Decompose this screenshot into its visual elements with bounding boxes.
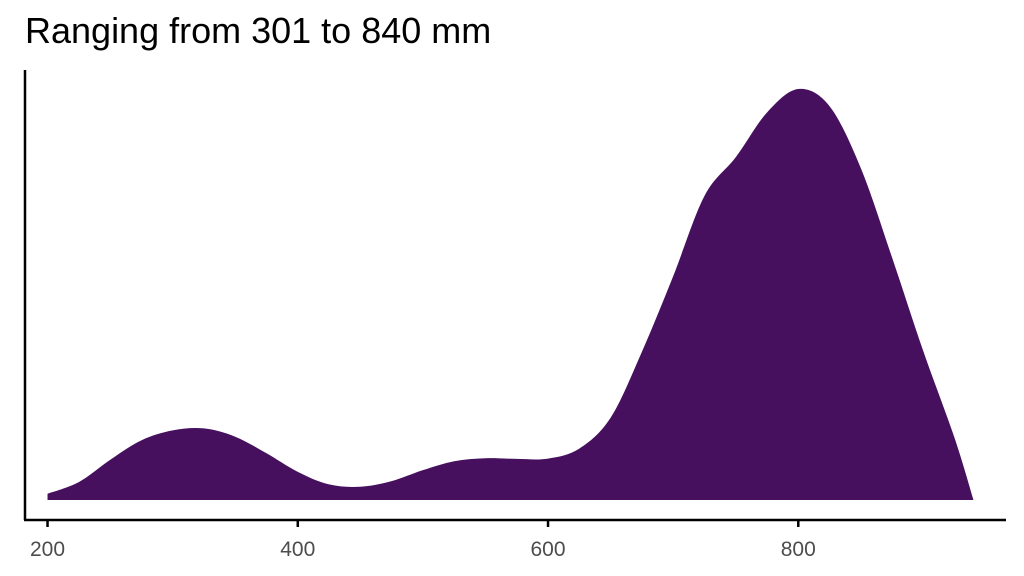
x-tick-label: 600 <box>531 538 566 561</box>
x-tick-layer: 200 400 600 800 <box>30 520 816 561</box>
x-tick-label: 200 <box>30 538 65 561</box>
chart-title: Ranging from 301 to 840 mm <box>25 10 492 51</box>
density-area-layer <box>47 88 974 501</box>
x-tick-label: 400 <box>280 538 315 561</box>
density-area <box>47 88 974 501</box>
x-tick-label: 800 <box>781 538 816 561</box>
